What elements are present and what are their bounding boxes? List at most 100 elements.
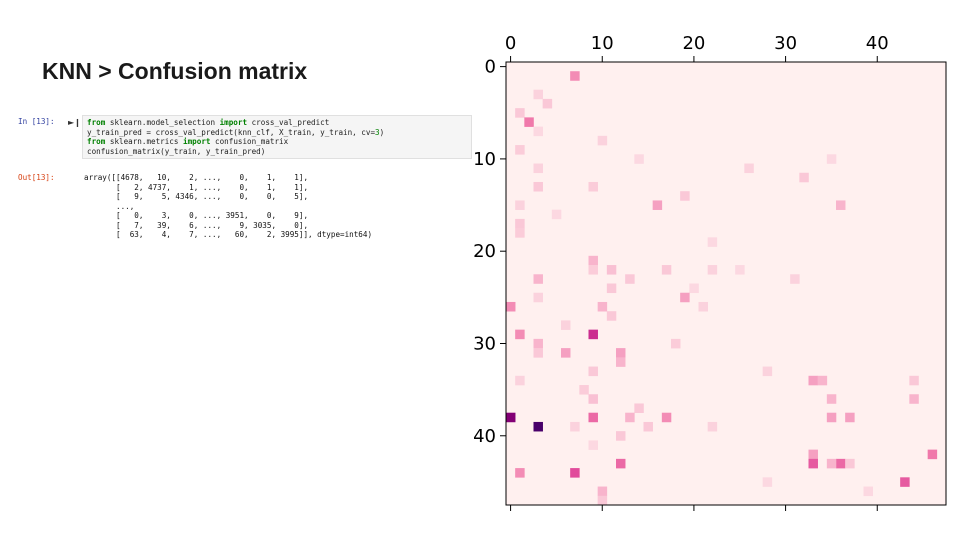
heatmap-cell — [836, 458, 846, 469]
heatmap-cell — [515, 375, 525, 386]
y-tick-label: 10 — [473, 149, 496, 170]
heatmap-cell — [762, 477, 773, 487]
code-token: y_train_pred = cross_val_predict(knn_clf… — [87, 127, 376, 137]
heatmap-cell — [597, 495, 608, 506]
code-token: confusion_matrix(y_train, y_train_pred) — [87, 146, 266, 156]
heatmap-cell — [506, 301, 516, 312]
code-token: cross_val_predict — [247, 118, 330, 127]
heatmap-cell — [616, 431, 626, 441]
x-tick-label: 20 — [682, 33, 705, 54]
output-text: array([[4678, 10, 2, ..., 0, 1, 1], [ 2,… — [84, 173, 372, 240]
output-line: [ 0, 3, 0, ..., 3951, 0, 9], — [84, 211, 309, 220]
heatmap-cell — [616, 458, 626, 469]
heatmap-cell — [533, 348, 543, 358]
x-tick-label: 30 — [774, 33, 797, 54]
heatmap-cell — [863, 486, 873, 497]
code-keyword: from — [87, 118, 106, 127]
heatmap-cell — [826, 154, 837, 164]
output-line: [ 63, 4, 7, ..., 60, 2, 3995]], dtype=in… — [84, 230, 373, 239]
heatmap-cell — [661, 412, 672, 423]
heatmap-cell — [606, 283, 617, 294]
heatmap-cell — [616, 348, 626, 358]
heatmap-cell — [762, 366, 773, 377]
heatmap-cell — [524, 117, 534, 127]
output-prompt: Out[13]: — [18, 173, 55, 182]
heatmap-cell — [515, 329, 525, 340]
output-line: array([[4678, 10, 2, ..., 0, 1, 1], — [84, 173, 309, 182]
heatmap-cell — [689, 283, 699, 294]
heatmap-cell — [661, 265, 672, 275]
heatmap-cell — [588, 181, 598, 192]
heatmap-cell — [606, 311, 617, 321]
heatmap-cell — [515, 108, 525, 118]
y-tick-label: 40 — [473, 426, 496, 447]
heatmap-cell — [707, 421, 718, 432]
heatmap-cell — [707, 237, 718, 247]
heatmap-cell — [506, 412, 516, 423]
output-line: [ 9, 5, 4346, ..., 0, 0, 5], — [84, 192, 309, 201]
code-keyword: import — [183, 137, 211, 146]
heatmap-cell — [900, 477, 910, 487]
heatmap-cell — [808, 458, 818, 469]
code-line: confusion_matrix(y_train, y_train_pred) — [87, 147, 467, 157]
y-tick-label: 30 — [473, 333, 496, 354]
heatmap-cell — [790, 274, 800, 284]
heatmap-cell — [680, 191, 690, 201]
heatmap-cell — [588, 366, 598, 377]
code-editor[interactable]: from sklearn.model_selection import cros… — [82, 115, 472, 159]
heatmap-cell — [817, 375, 828, 386]
code-line: from sklearn.metrics import confusion_ma… — [87, 137, 467, 147]
output-line: [ 2, 4737, 1, ..., 0, 1, 1], — [84, 182, 309, 192]
heatmap-cell — [533, 274, 543, 284]
heatmap-cell — [515, 145, 525, 155]
heatmap-cell — [698, 301, 708, 312]
slide-title: KNN > Confusion matrix — [42, 58, 308, 84]
heatmap-cell — [579, 385, 589, 395]
heatmap-cell — [515, 200, 525, 210]
input-prompt: In [13]: — [18, 117, 55, 126]
heatmap-cell — [909, 375, 919, 386]
heatmap-cell — [533, 181, 543, 192]
heatmap-cell — [735, 265, 745, 275]
output-line: [ 7, 39, 6, ..., 9, 3035, 0], — [84, 220, 309, 230]
heatmap-cell — [927, 449, 938, 460]
heatmap-cell — [808, 449, 818, 460]
code-line: from sklearn.model_selection import cros… — [87, 118, 467, 128]
heatmap-cell — [515, 228, 525, 238]
heatmap-cell — [515, 468, 525, 478]
heatmap-cell — [634, 403, 644, 414]
code-keyword: from — [87, 137, 106, 146]
heatmap-cell — [909, 394, 919, 404]
heatmap-cell — [845, 458, 855, 469]
heatmap-cell — [643, 421, 653, 432]
heatmap-cell — [533, 163, 543, 174]
heatmap-cell — [808, 375, 818, 386]
heatmap-cell — [551, 209, 562, 220]
heatmap-cell — [606, 265, 617, 275]
heatmap-cell — [616, 357, 626, 367]
heatmap-cell — [588, 255, 598, 266]
heatmap-cell — [826, 394, 837, 404]
code-token: sklearn.metrics — [105, 137, 184, 146]
heatmap-cell — [826, 412, 837, 423]
code-token: ) — [379, 127, 385, 137]
run-cell-icon[interactable]: ►❙ — [68, 118, 81, 127]
heatmap-cell — [826, 458, 837, 469]
heatmap-cell — [744, 163, 754, 174]
heatmap-cell — [570, 71, 580, 81]
heatmap-cell — [588, 329, 598, 340]
heatmap-cell — [533, 421, 543, 432]
heatmap-cell — [533, 292, 543, 303]
heatmap-cell — [533, 338, 543, 349]
x-tick-label: 0 — [505, 33, 516, 54]
x-tick-label: 40 — [866, 33, 889, 54]
x-tick-label: 10 — [591, 33, 614, 54]
output-line: ..., — [84, 201, 135, 211]
heatmap-cell — [680, 292, 690, 303]
heatmap-cell — [597, 486, 608, 497]
heatmap-cell — [588, 440, 598, 450]
heatmap-cell — [533, 89, 543, 100]
heatmap-cell — [588, 394, 598, 404]
code-token: 3 — [375, 127, 380, 137]
code-token: sklearn.model_selection — [105, 118, 220, 127]
